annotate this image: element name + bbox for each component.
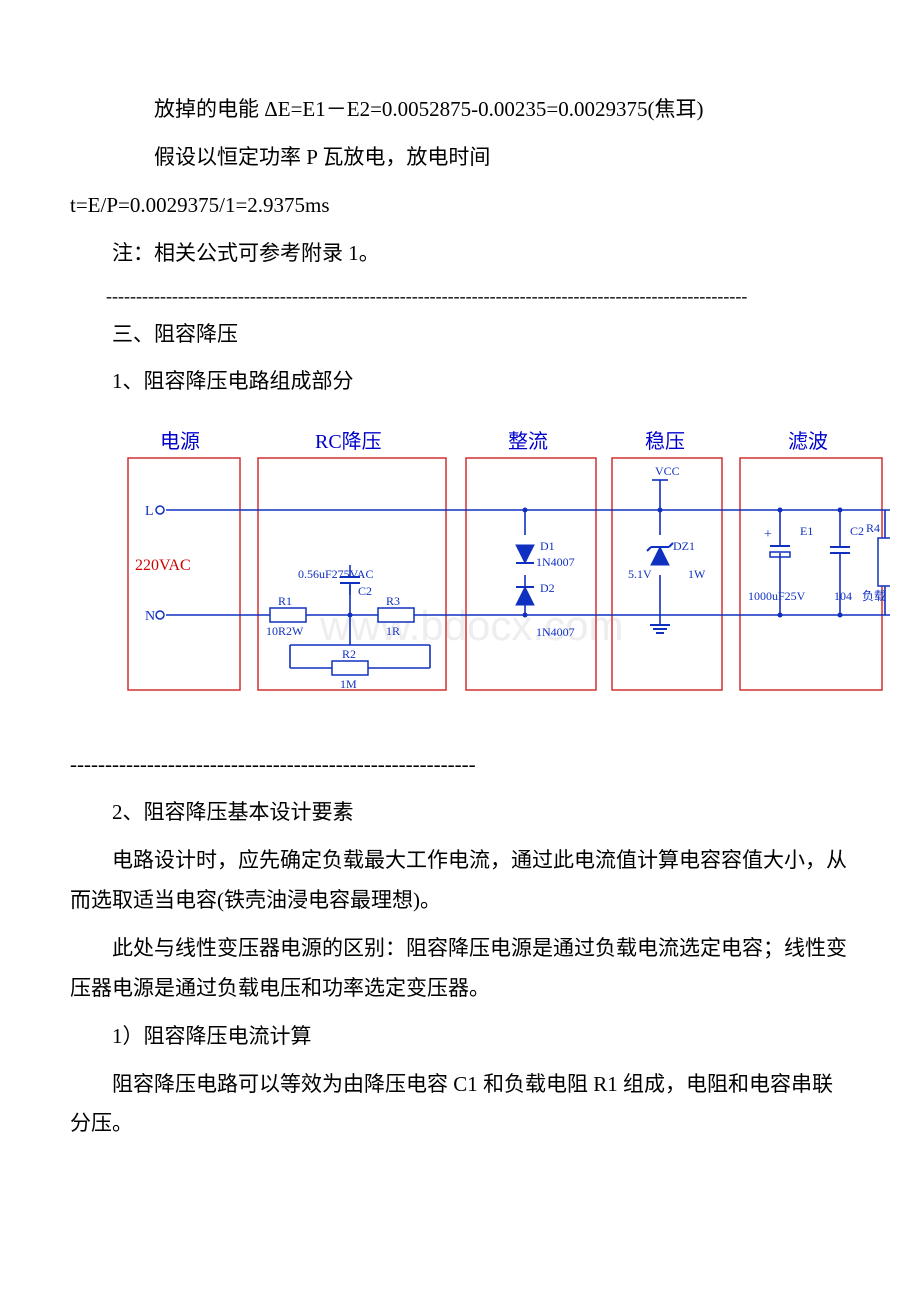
time-eq: t=E/P=0.0029375/1=2.9375ms: [70, 186, 850, 226]
svg-text:C2: C2: [358, 584, 372, 598]
svg-text:R4: R4: [866, 521, 880, 535]
svg-text:RC降压: RC降压: [315, 430, 382, 453]
circuit-diagram: www.bdocx.com 电源 RC降压 整流 稳压 滤波 L N 220VAC VCC R1 10…: [120, 420, 850, 715]
svg-text:DZ1: DZ1: [673, 539, 695, 553]
svg-text:+: +: [764, 527, 772, 542]
svg-text:D2: D2: [540, 581, 555, 595]
note-line: 注：相关公式可参考附录 1。: [70, 234, 850, 274]
energy-line: 放掉的电能 ΔE=E1－E2=0.0052875-0.00235=0.00293…: [70, 90, 850, 130]
svg-text:负载: 负载: [862, 589, 886, 603]
svg-text:E1: E1: [800, 524, 813, 538]
heading-3-1: 1、阻容降压电路组成部分: [70, 362, 850, 402]
svg-text:C2: C2: [850, 524, 864, 538]
assume-line: 假设以恒定功率 P 瓦放电，放电时间: [70, 138, 850, 178]
svg-text:220VAC: 220VAC: [135, 557, 191, 574]
svg-text:1N4007: 1N4007: [536, 625, 575, 639]
svg-text:1M: 1M: [340, 677, 357, 691]
svg-text:滤波: 滤波: [788, 430, 828, 453]
design-para-3: 阻容降压电路可以等效为由降压电容 C1 和负载电阻 R1 组成，电阻和电容串联分…: [70, 1065, 850, 1145]
svg-text:1W: 1W: [688, 567, 706, 581]
divider-1: ----------------------------------------…: [70, 286, 850, 307]
svg-text:稳压: 稳压: [645, 430, 685, 453]
svg-text:104: 104: [834, 589, 852, 603]
svg-text:R1: R1: [278, 594, 292, 608]
svg-text:www.bdocx.com: www.bdocx.com: [319, 602, 623, 649]
svg-text:D1: D1: [540, 539, 555, 553]
svg-text:R3: R3: [386, 594, 400, 608]
svg-text:1N4007: 1N4007: [536, 555, 575, 569]
svg-text:1000uF25V: 1000uF25V: [748, 589, 806, 603]
svg-text:L: L: [145, 504, 154, 519]
divider-2: ----------------------------------------…: [70, 745, 850, 785]
svg-text:整流: 整流: [508, 430, 548, 453]
heading-3-2-1: 1）阻容降压电流计算: [70, 1017, 850, 1057]
svg-text:N: N: [145, 609, 155, 624]
design-para-1: 电路设计时，应先确定负载最大工作电流，通过此电流值计算电容容值大小，从而选取适当…: [70, 841, 850, 921]
heading-3: 三、阻容降压: [70, 315, 850, 355]
svg-text:电源: 电源: [160, 430, 200, 453]
heading-3-2: 2、阻容降压基本设计要素: [70, 793, 850, 833]
svg-text:VCC: VCC: [655, 464, 680, 478]
svg-text:5.1V: 5.1V: [628, 567, 652, 581]
circuit-svg: www.bdocx.com 电源 RC降压 整流 稳压 滤波 L N 220VAC VCC R1 10…: [120, 420, 890, 710]
design-para-2: 此处与线性变压器电源的区别：阻容降压电源是通过负载电流选定电容；线性变压器电源是…: [70, 929, 850, 1009]
svg-text:1R: 1R: [386, 624, 400, 638]
svg-text:0.56uF275VAC: 0.56uF275VAC: [298, 567, 373, 581]
svg-text:R2: R2: [342, 647, 356, 661]
svg-text:10R2W: 10R2W: [266, 624, 304, 638]
